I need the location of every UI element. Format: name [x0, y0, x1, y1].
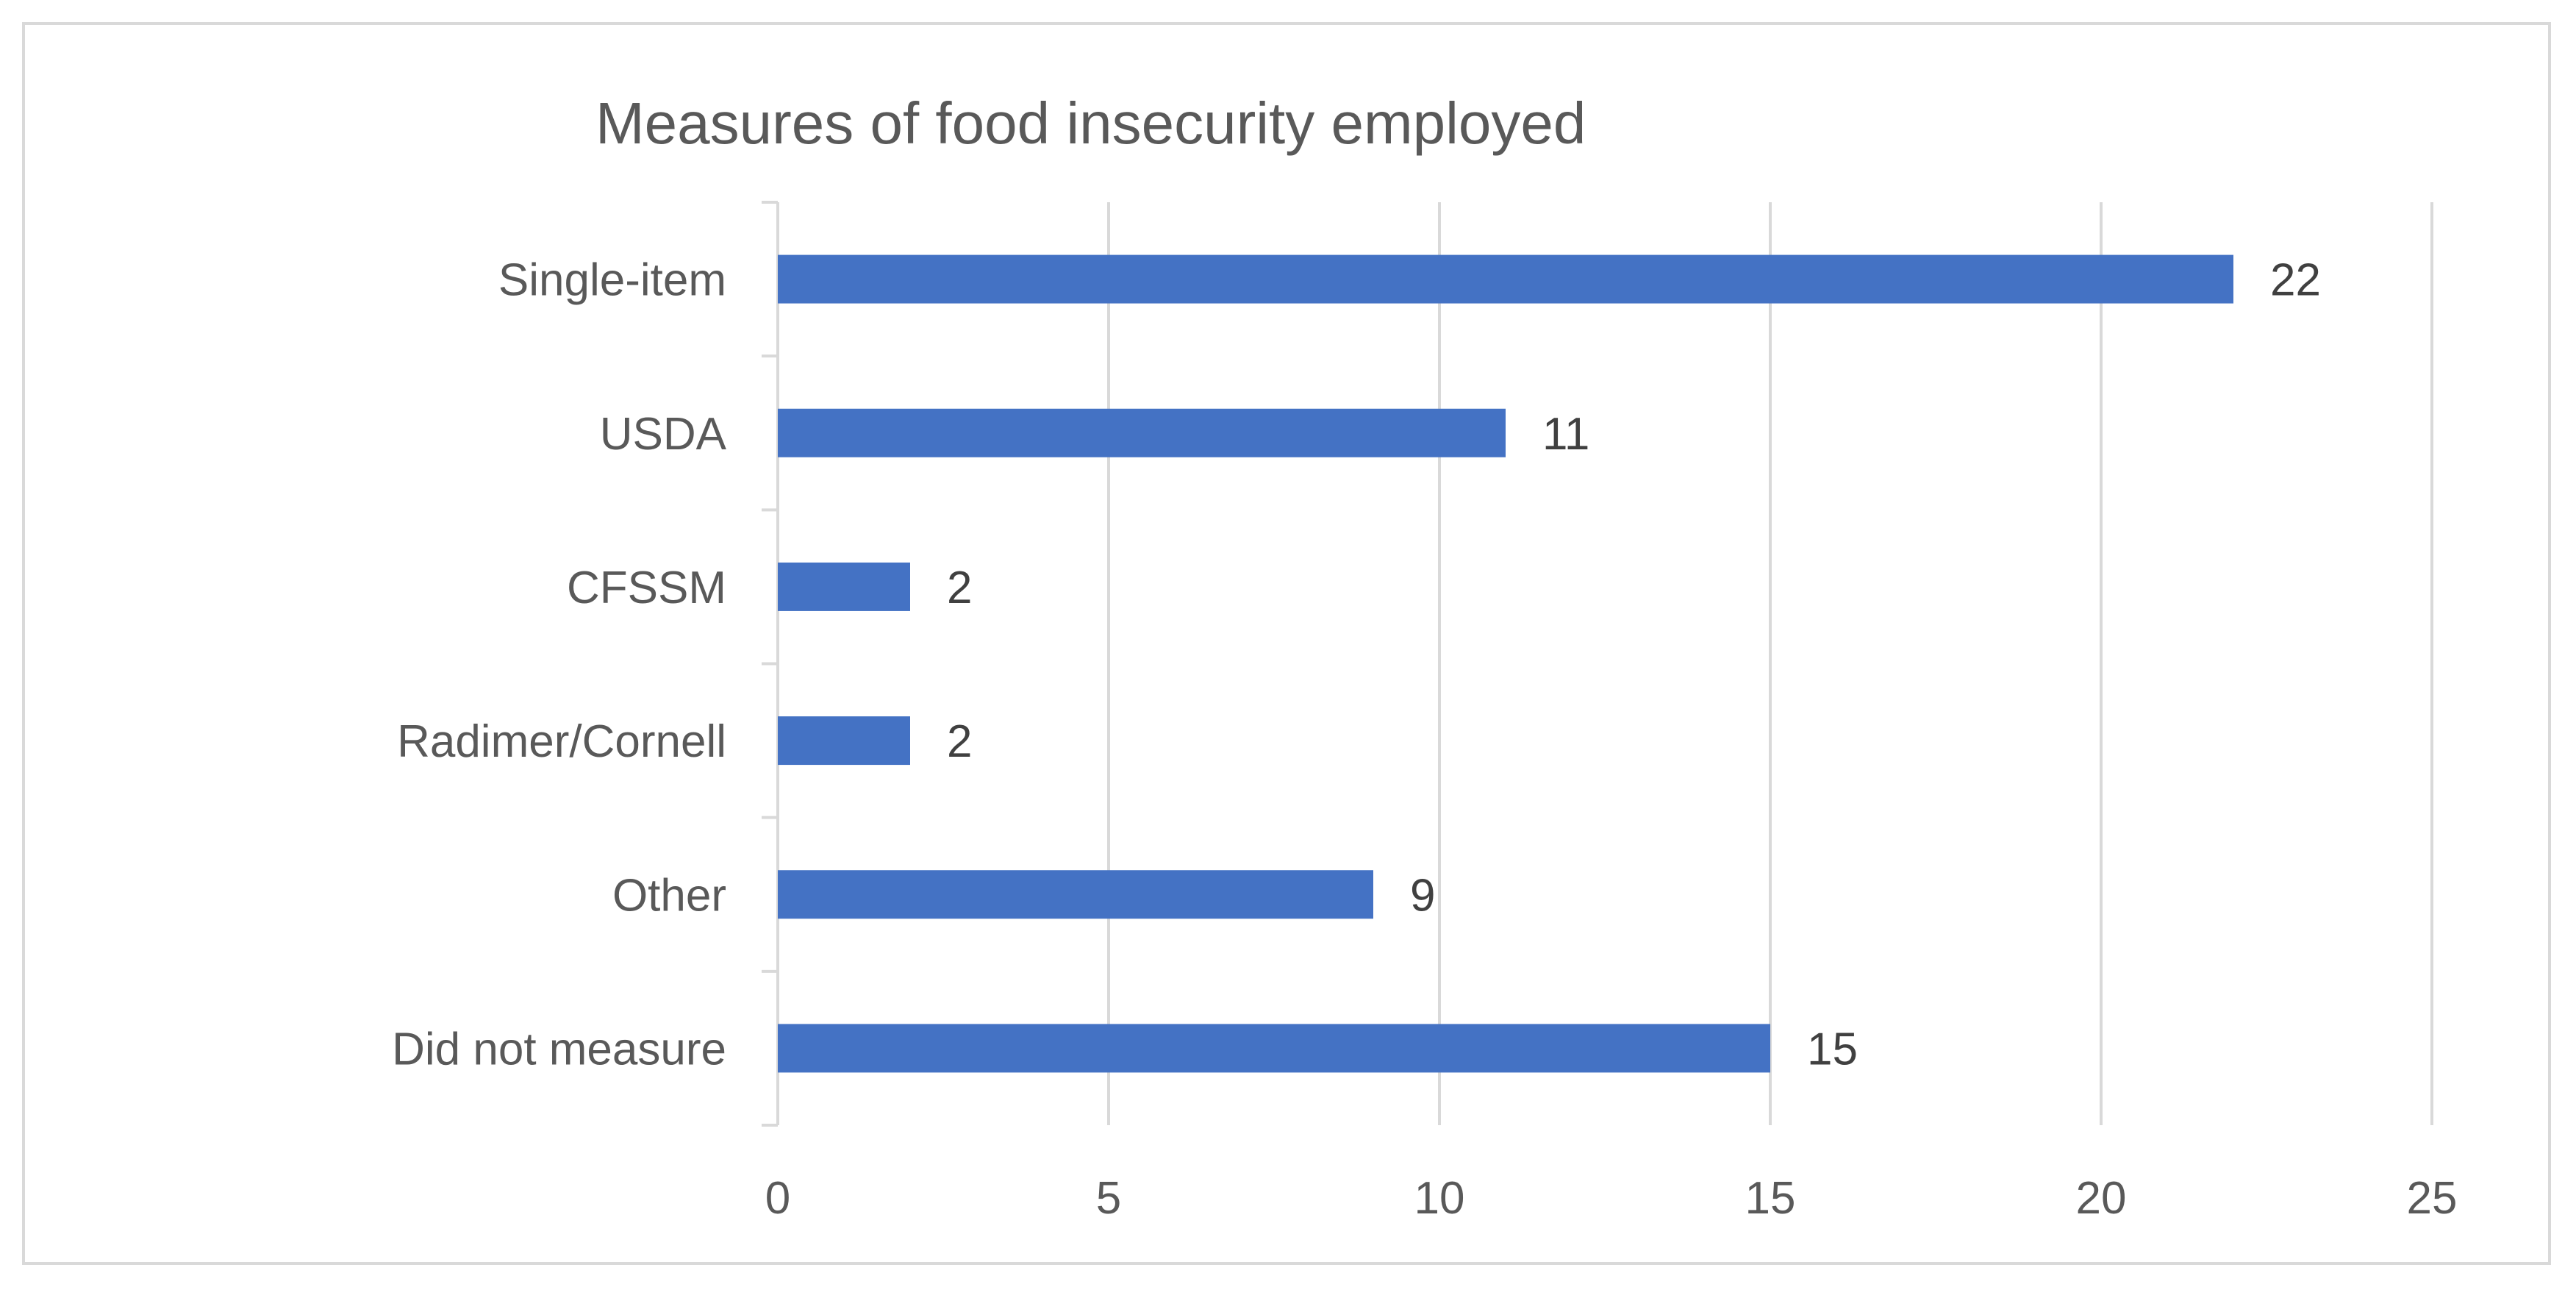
x-tick-label: 5: [1096, 1173, 1121, 1224]
bars: [778, 254, 2233, 1073]
category-label: Did not measure: [392, 1024, 726, 1074]
category-label: Radimer/Cornell: [397, 716, 726, 767]
data-label: 9: [1410, 870, 1435, 921]
x-tick-label: 10: [1414, 1173, 1465, 1224]
bar: [778, 408, 1506, 457]
gridlines: [1107, 202, 2433, 1125]
bar: [778, 254, 2233, 304]
category-label: CFSSM: [567, 563, 726, 613]
x-tick-labels: 0 5 10 15 20 25: [765, 1173, 2458, 1224]
data-label: 2: [947, 563, 972, 613]
data-label: 11: [1542, 409, 1589, 460]
category-label: Single-item: [498, 255, 726, 306]
bar: [778, 1024, 1770, 1073]
x-tick-label: 25: [2407, 1173, 2458, 1224]
y-axis: [762, 201, 779, 1127]
bar: [778, 870, 1373, 919]
category-labels: Single-item USDA CFSSM Radimer/Cornell Other…: [392, 255, 727, 1075]
x-tick-label: 0: [765, 1173, 790, 1224]
category-label: Other: [612, 870, 726, 921]
data-label: 2: [947, 716, 972, 767]
chart-title: Measures of food insecurity employed: [595, 90, 1586, 156]
data-label: 22: [2270, 255, 2321, 306]
category-label: USDA: [600, 409, 727, 460]
bar: [778, 716, 910, 766]
data-label: 15: [1807, 1024, 1858, 1074]
bar: [778, 562, 910, 611]
x-tick-label: 15: [1745, 1173, 1796, 1224]
x-tick-label: 20: [2076, 1173, 2127, 1224]
